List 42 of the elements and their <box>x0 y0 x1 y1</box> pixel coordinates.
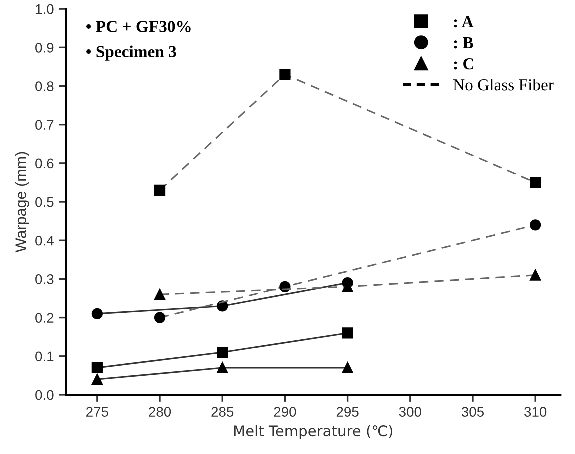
legend-label: : B <box>454 38 474 49</box>
x-tick-label: 300 <box>399 407 422 417</box>
point <box>92 374 103 386</box>
y-tick-label: 0.9 <box>36 43 54 53</box>
y-tick-label: 0.0 <box>36 390 54 400</box>
point <box>342 362 354 374</box>
y-tick-label: 0.8 <box>36 82 54 92</box>
point <box>530 270 542 281</box>
x-tick-label: 310 <box>524 407 547 417</box>
point <box>217 346 228 358</box>
x-tick-label: 280 <box>149 407 172 417</box>
y-tick-label: 0.2 <box>36 313 54 323</box>
point <box>217 300 228 312</box>
y-tick-label: 0.6 <box>36 158 54 169</box>
x-tick-label: 295 <box>336 407 359 417</box>
point <box>530 220 542 231</box>
point <box>154 289 166 300</box>
point <box>280 69 291 80</box>
legend-label: : C <box>454 58 474 70</box>
y-tick-label: 1.0 <box>36 4 54 14</box>
point <box>92 308 103 320</box>
y-tick-label: 0.1 <box>36 352 54 362</box>
x-tick-label: 290 <box>274 407 296 417</box>
point <box>92 362 103 374</box>
x-tick-label: 285 <box>212 407 234 417</box>
point <box>217 362 228 374</box>
point <box>530 177 542 188</box>
x-tick-label: 275 <box>86 407 108 417</box>
annotation: • PC + GF30% <box>86 21 191 32</box>
point <box>342 328 354 339</box>
y-tick-label: 0.7 <box>36 120 54 130</box>
point <box>154 184 166 196</box>
y-tick-label: 0.5 <box>36 197 54 208</box>
legend-label: : A <box>454 16 474 28</box>
x-tick-label: 305 <box>462 407 484 417</box>
legend-label: No Glass Fiber <box>454 78 554 91</box>
y-tick-label: 0.3 <box>36 274 54 284</box>
x-axis-title: Melt Temperature (℃) <box>234 425 392 440</box>
annotation: • Specimen 3 <box>86 46 176 61</box>
y-tick-label: 0.4 <box>36 236 54 246</box>
y-axis-title: Warpage (mm) <box>15 152 30 253</box>
point <box>154 312 166 324</box>
